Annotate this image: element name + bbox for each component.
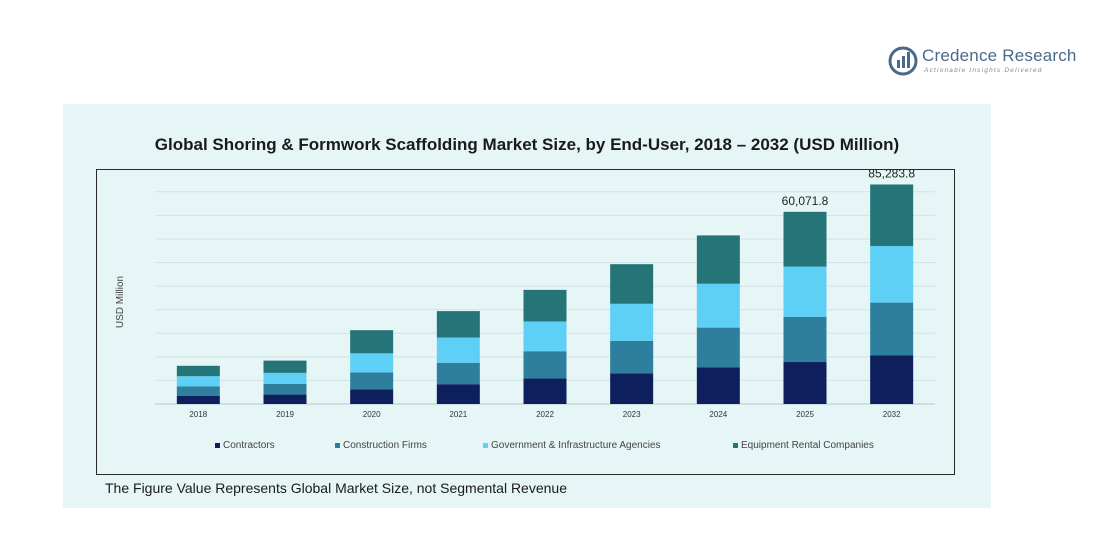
legend-label: Government & Infrastructure Agencies <box>491 440 661 451</box>
bar-segment <box>523 289 567 322</box>
bar-segment <box>436 311 480 338</box>
bar-segment <box>350 353 394 373</box>
credence-logo-icon <box>888 46 918 76</box>
bar-segment <box>350 372 394 390</box>
bar-segment <box>783 266 827 317</box>
bar-segment <box>610 303 654 341</box>
bar-segment <box>523 378 567 404</box>
bar-segment <box>870 184 914 247</box>
data-label: 60,071.8 <box>782 194 829 208</box>
x-tick-label: 2022 <box>536 410 554 419</box>
bar-segment <box>176 365 220 377</box>
bar-segment <box>610 373 654 404</box>
legend-label: Equipment Rental Companies <box>741 440 874 451</box>
bar-segment <box>263 360 307 373</box>
y-axis-label: USD Million <box>115 276 126 328</box>
x-tick-label: 2021 <box>449 410 467 419</box>
legend-swatch <box>335 443 340 448</box>
bar-segment <box>696 367 740 404</box>
legend-swatch <box>733 443 738 448</box>
bar-segment <box>870 302 914 356</box>
legend-swatch <box>483 443 488 448</box>
bar-segment <box>350 389 394 404</box>
x-tick-label: 2018 <box>189 410 207 419</box>
chart-svg: USD Million 2018 2019 2020 2021 2022 2023 2024 2… <box>115 170 935 451</box>
bar-segment <box>696 327 740 368</box>
legend-label: Construction Firms <box>343 440 427 451</box>
x-tick-label: 2020 <box>363 410 381 419</box>
footnote: The Figure Value Represents Global Marke… <box>105 480 567 496</box>
brand-tagline: Actionable Insights Delivered <box>924 67 1043 74</box>
bar-segment <box>436 384 480 404</box>
bar-segment <box>263 394 307 404</box>
chart-title: Global Shoring & Formwork Scaffolding Ma… <box>154 135 900 154</box>
bar-segment <box>870 355 914 404</box>
x-tick-label: 2023 <box>623 410 641 419</box>
bar-segment <box>263 383 307 395</box>
bar-segment <box>783 316 827 363</box>
brand-name: Credence Research <box>922 46 1077 65</box>
chart-panel: Global Shoring & Formwork Scaffolding Ma… <box>63 104 991 508</box>
bar-segment <box>436 337 480 363</box>
bar-segment <box>610 340 654 374</box>
brand-logo: Credence Research Actionable Insights De… <box>888 46 1088 80</box>
bar-segment <box>783 211 827 267</box>
bar-segment <box>696 283 740 328</box>
legend-swatch <box>215 443 220 448</box>
bar-segment <box>610 264 654 304</box>
plot-area: USD Million 2018 2019 2020 2021 2022 2023 2024 2… <box>96 169 955 475</box>
bar-segment <box>176 386 220 396</box>
x-tick-label: 2024 <box>709 410 727 419</box>
bar-segment <box>263 372 307 384</box>
x-tick-label: 2032 <box>883 410 901 419</box>
bar-segment <box>523 321 567 352</box>
bar-segment <box>350 330 394 354</box>
legend-label: Contractors <box>223 440 275 451</box>
bar-segment <box>696 235 740 284</box>
bar-segment <box>176 395 220 404</box>
bar-segment <box>870 246 914 303</box>
bar-segment <box>436 362 480 385</box>
bar-segment <box>176 376 220 387</box>
x-tick-label: 2019 <box>276 410 294 419</box>
data-label: 85,283.8 <box>868 170 915 180</box>
bar-segment <box>783 362 827 404</box>
x-tick-label: 2025 <box>796 410 814 419</box>
bar-segment <box>523 351 567 379</box>
